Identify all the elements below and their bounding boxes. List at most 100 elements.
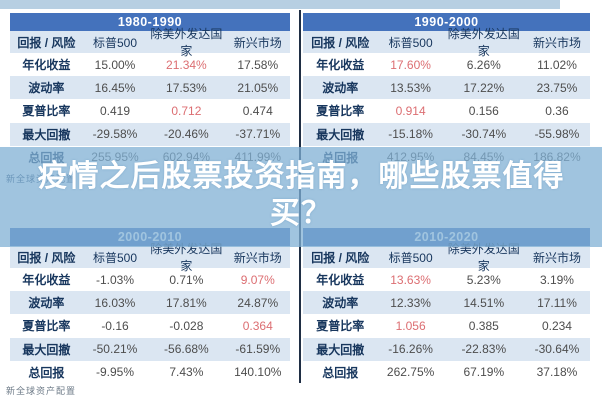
metric-value: 1.056: [395, 318, 426, 333]
metric-value: 262.75%: [386, 365, 435, 380]
table-row: 波动率 16.03% 17.81% 24.87%: [10, 291, 290, 315]
metric-value: 0.914: [395, 103, 426, 118]
column-header-row: 回报 / 风险 标普500 除美外发达国家 新兴市场: [10, 27, 290, 58]
column-header: 标普500: [388, 250, 433, 265]
row-label: 总回报: [28, 365, 65, 380]
table-row: 年化收益 -1.03% 0.71% 9.07%: [10, 268, 290, 292]
metric-value: 12.33%: [390, 295, 431, 310]
column-header: 新兴市场: [532, 250, 581, 265]
metric-value: 17.81%: [166, 295, 207, 310]
metric-value: 6.26%: [466, 57, 501, 72]
column-header: 新兴市场: [233, 250, 282, 265]
metric-value: -61.59%: [235, 342, 281, 357]
row-label: 最大回撤: [316, 127, 365, 142]
column-header: 标普500: [92, 250, 137, 265]
metric-value: -16.26%: [388, 342, 433, 357]
column-header-row: 回报 / 风险 标普500 除美外发达国家 新兴市场: [10, 242, 290, 273]
table-row: 波动率 16.45% 17.53% 21.05%: [10, 76, 290, 100]
metric-value: -22.83%: [461, 342, 507, 357]
metric-value: 17.53%: [166, 80, 207, 95]
row-label: 夏普比率: [316, 319, 365, 334]
column-header-row: 回报 / 风险 标普500 除美外发达国家 新兴市场: [303, 242, 590, 273]
metric-value: 67.19%: [463, 365, 505, 380]
row-label: 年化收益: [316, 58, 365, 73]
metric-value: 140.10%: [234, 365, 282, 380]
row-label: 夏普比率: [22, 319, 71, 334]
column-header: 新兴市场: [233, 35, 282, 50]
metric-value: -29.58%: [92, 127, 138, 142]
metric-value: -0.028: [169, 318, 204, 333]
metric-value: 0.234: [541, 318, 572, 333]
column-header: 新兴市场: [532, 35, 581, 50]
watermark-bottom: 新全球资产配置: [6, 386, 77, 396]
table-row: 最大回撤 -15.18% -30.74% -55.98%: [303, 122, 590, 146]
column-header: 标普500: [388, 35, 433, 50]
table-row: 最大回撤 -50.21% -56.68% -61.59%: [10, 337, 290, 361]
decade-table-2000-2010: 2000-2010回报 / 风险标普500除美外发达国家新兴市场年化收益-1.0…: [10, 228, 290, 384]
table-row: 总回报 -9.95% 7.43% 140.10%: [10, 360, 290, 384]
metric-value: -56.68%: [164, 342, 209, 357]
metric-value: 0.712: [171, 103, 202, 118]
metric-value: 0.385: [468, 318, 499, 333]
headline-line1: 疫情之后股票投资指南，哪些股票值得: [37, 160, 565, 193]
metric-value: 21.05%: [237, 80, 279, 95]
metric-value: 13.53%: [390, 80, 431, 95]
table-row: 夏普比率 1.056 0.385 0.234: [303, 314, 590, 338]
metric-value: 3.19%: [539, 272, 574, 287]
metric-value: 23.75%: [536, 80, 578, 95]
metric-value: 11.02%: [537, 57, 577, 72]
metric-value: 0.71%: [169, 272, 204, 287]
row-label: 最大回撤: [22, 127, 71, 142]
metric-value: 15.00%: [94, 57, 136, 72]
table-row: 最大回撤 -29.58% -20.46% -37.71%: [10, 122, 290, 146]
table-row: 年化收益 17.60% 6.26% 11.02%: [303, 53, 590, 77]
decade-table-1990-2000: 1990-2000 回报 / 风险 标普500 除美外发达国家 新兴市场 年化收益 17.6…: [303, 13, 590, 169]
column-header: 回报 / 风险: [17, 35, 76, 50]
row-label: 波动率: [322, 296, 359, 311]
metric-value: 17.58%: [237, 57, 279, 72]
metric-value: 17.60%: [390, 57, 431, 72]
column-header: 除美外发达国家: [150, 27, 223, 58]
row-label: 总回报: [322, 365, 359, 380]
table-row: 年化收益 15.00% 21.34% 17.58%: [10, 53, 290, 77]
column-header: 除美外发达国家: [447, 27, 520, 58]
metric-value: 0.364: [242, 318, 273, 333]
metric-value: 16.45%: [94, 80, 136, 95]
metric-value: -30.74%: [461, 127, 507, 142]
headline-overlay-band: 疫情之后股票投资指南，哪些股票值得 买？: [0, 147, 602, 247]
column-header: 回报 / 风险: [17, 250, 76, 265]
metric-value: 21.34%: [166, 57, 207, 72]
decade-title: 1980-1990: [10, 13, 290, 31]
metric-value: 24.87%: [237, 295, 279, 310]
table-row: 波动率 12.33% 14.51% 17.11%: [303, 291, 590, 315]
row-label: 波动率: [28, 296, 65, 311]
metric-value: -50.21%: [92, 342, 138, 357]
table-row: 波动率 13.53% 17.22% 23.75%: [303, 76, 590, 100]
metric-value: 17.22%: [463, 80, 505, 95]
metric-value: 9.07%: [240, 272, 275, 287]
metric-value: -15.18%: [388, 127, 433, 142]
decade-table-2010-2020: 2010-2020回报 / 风险标普500除美外发达国家新兴市场年化收益13.6…: [303, 228, 590, 384]
column-header-row: 回报 / 风险 标普500 除美外发达国家 新兴市场: [303, 27, 590, 58]
metric-value: 0.36: [545, 103, 569, 118]
metric-value: 0.419: [99, 103, 130, 118]
row-label: 年化收益: [22, 273, 71, 288]
table-row: 夏普比率 0.419 0.712 0.474: [10, 99, 290, 123]
metric-value: 13.63%: [390, 272, 431, 287]
row-label: 夏普比率: [22, 104, 71, 119]
row-label: 夏普比率: [316, 104, 365, 119]
row-label: 年化收益: [22, 58, 71, 73]
metric-value: 37.18%: [536, 365, 578, 380]
metric-value: 14.51%: [463, 295, 505, 310]
table-row: 最大回撤 -16.26% -22.83% -30.64%: [303, 337, 590, 361]
row-label: 波动率: [28, 81, 65, 96]
metric-value: -0.16: [101, 318, 129, 333]
metric-value: -9.95%: [95, 365, 134, 380]
table-row: 夏普比率 -0.16 -0.028 0.364: [10, 314, 290, 338]
metric-value: -20.46%: [164, 127, 209, 142]
metric-value: -37.71%: [235, 127, 281, 142]
metric-value: -1.03%: [95, 272, 134, 287]
column-header: 标普500: [92, 35, 137, 50]
column-header: 回报 / 风险: [311, 35, 370, 50]
